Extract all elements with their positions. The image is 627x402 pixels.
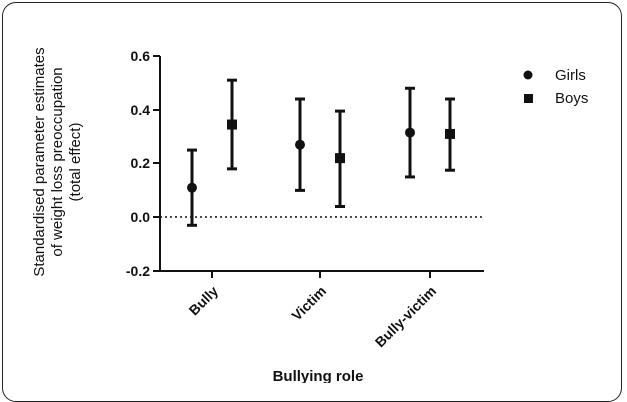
legend-girls-label: Girls	[555, 67, 586, 84]
y-tick-label: 0.4	[131, 102, 151, 118]
y-axis-title-line-3: (total effect)	[67, 123, 84, 202]
y-tick-label: -0.2	[126, 263, 150, 279]
y-axis-title-line-1: Standardised parameter estimates	[31, 47, 48, 276]
y-tick-label: 0.6	[131, 48, 151, 64]
boys-point	[227, 119, 237, 130]
y-tick-label: 0.0	[131, 209, 151, 225]
legend-boys-label: Boys	[555, 90, 588, 107]
data-marks	[187, 78, 455, 227]
x-category-label-bully: Bully	[186, 283, 222, 319]
x-axis-title: Bullying role	[273, 368, 364, 383]
y-tick-label: 0.2	[131, 155, 151, 171]
x-category-label-victim: Victim	[288, 283, 329, 324]
girls-point	[405, 127, 415, 138]
boys-point	[445, 128, 455, 139]
legend-boys-marker	[524, 94, 533, 103]
girls-point	[295, 139, 305, 150]
legend: Girls Boys	[523, 67, 588, 107]
legend-girls-marker	[523, 70, 533, 80]
girls-point	[187, 182, 197, 193]
boys-point	[335, 153, 345, 164]
x-ticks	[211, 271, 431, 278]
y-ticks: -0.2 0.0 0.2 0.4 0.6	[126, 48, 160, 279]
x-category-label-bully-victim: Bully-victim	[372, 283, 439, 350]
chart-svg: Standardised parameter estimates of weig…	[31, 47, 588, 383]
y-axis-title-line-2: of weight loss preoccupation	[49, 67, 66, 256]
